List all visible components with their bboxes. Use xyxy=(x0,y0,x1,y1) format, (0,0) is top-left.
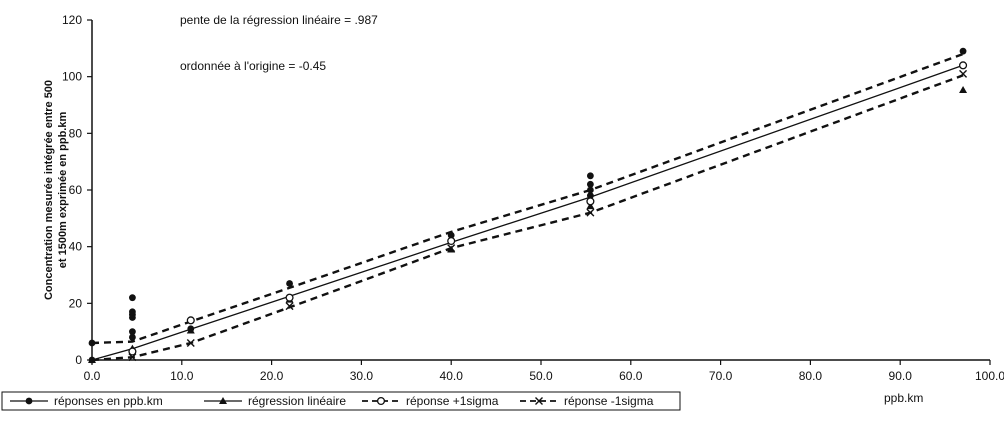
series-layer xyxy=(88,47,968,364)
minus-sigma-point xyxy=(959,69,968,78)
minus-sigma-point xyxy=(186,339,195,347)
y-tick-label: 60 xyxy=(69,183,83,197)
x-tick-label: 70.0 xyxy=(709,369,733,383)
legend-box xyxy=(1,391,681,411)
response-point xyxy=(129,333,136,341)
regression-point xyxy=(186,326,195,334)
plus-sigma-point xyxy=(447,236,456,246)
legend-label: régression linéaire xyxy=(248,394,346,408)
x-tick-label: 0.0 xyxy=(84,369,101,383)
response-point xyxy=(129,328,136,336)
y-tick-label: 120 xyxy=(62,13,82,27)
legend: réponses en ppb.km régression linéaire rép… xyxy=(1,391,681,411)
regression-point xyxy=(959,85,968,93)
response-point xyxy=(586,180,594,188)
response-point xyxy=(129,294,136,302)
y-axis-title-line2: et 1500m exprimée en ppb.km xyxy=(57,112,69,269)
legend-marker xyxy=(376,396,386,406)
minus-sigma-point xyxy=(285,302,294,311)
slope-annotation: pente de la régression linéaire = .987 xyxy=(180,13,378,27)
plus-sigma-point xyxy=(128,347,137,356)
minus-sigma-point xyxy=(447,244,456,253)
plus-sigma-point xyxy=(586,197,595,206)
axes: 0 20 40 60 80 100 120 0.0 10.0 20.0 30.0 40.0 50.0 60… xyxy=(62,13,1004,383)
response-point xyxy=(129,308,136,316)
series-line-2 xyxy=(91,52,964,345)
y-axis-title-line1: Concentration mesurée intégrée entre 500 xyxy=(43,80,55,300)
plus-sigma-point xyxy=(186,316,195,325)
y-tick-label: 100 xyxy=(62,70,82,84)
x-tick-label: 40.0 xyxy=(440,369,464,383)
minus-sigma-point xyxy=(128,353,137,362)
legend-marker xyxy=(25,397,33,405)
plus-sigma-point xyxy=(959,61,968,70)
response-point xyxy=(286,280,293,287)
legend-marker xyxy=(219,397,227,404)
minus-sigma-point xyxy=(586,208,595,217)
intercept-annotation: ordonnée à l'origine = -0.45 xyxy=(180,59,326,73)
y-tick-label: 40 xyxy=(69,240,83,254)
y-tick-label: 0 xyxy=(75,353,82,367)
response-point xyxy=(586,172,594,180)
response-point xyxy=(959,47,967,55)
x-axis-title: ppb.km xyxy=(884,391,923,405)
y-tick-label: 80 xyxy=(69,126,83,140)
x-tick-label: 20.0 xyxy=(260,369,284,383)
x-tick-label: 50.0 xyxy=(529,369,553,383)
legend-label: réponse +1sigma xyxy=(406,394,499,408)
x-tick-label: 30.0 xyxy=(350,369,374,383)
legend-label: réponse -1sigma xyxy=(564,394,654,408)
regression-point xyxy=(586,202,595,210)
legend-marker xyxy=(535,397,543,405)
x-tick-label: 100.0 xyxy=(975,369,1004,383)
x-tick-label: 90.0 xyxy=(889,369,913,383)
series-line-1 xyxy=(91,64,964,361)
legend-label: réponses en ppb.km xyxy=(54,394,163,408)
x-tick-label: 60.0 xyxy=(619,369,643,383)
y-tick-label: 20 xyxy=(69,296,83,310)
x-tick-label: 10.0 xyxy=(170,369,194,383)
x-tick-label: 80.0 xyxy=(799,369,823,383)
plus-sigma-point xyxy=(285,293,294,302)
y-axis-title: Concentration mesurée intégrée entre 500… xyxy=(43,80,69,300)
